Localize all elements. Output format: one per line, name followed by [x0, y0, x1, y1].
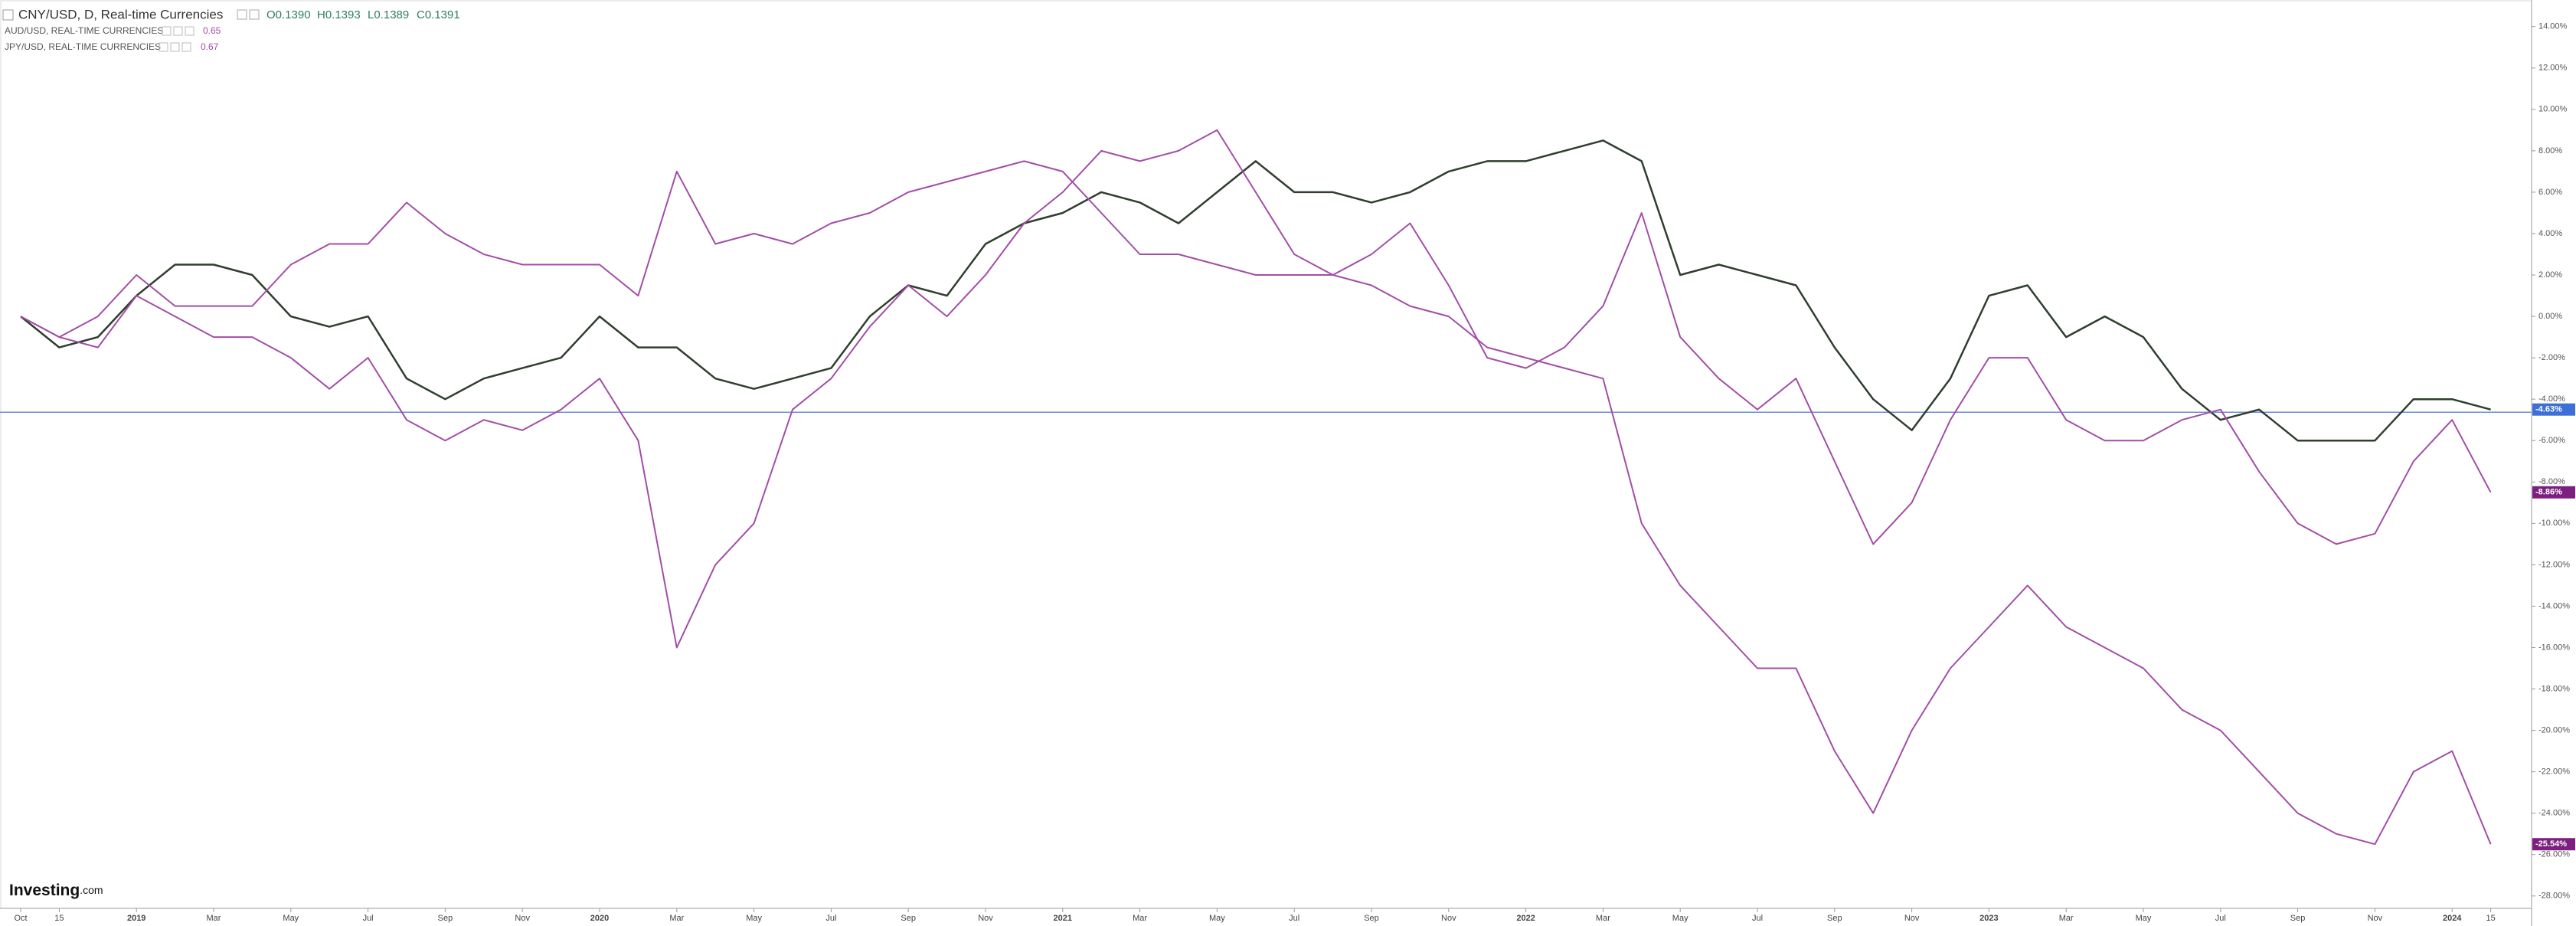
x-tick-label: Oct	[14, 914, 27, 923]
legend-value: 0.65	[203, 25, 221, 36]
x-tick-label: 15	[54, 914, 64, 923]
series-line	[20, 139, 2491, 442]
y-tick-label: 10.00%	[2538, 105, 2568, 114]
y-tick-label: -2.00%	[2538, 353, 2565, 362]
last-value-badge	[2532, 403, 2575, 416]
x-tick-label: Mar	[1133, 914, 1147, 923]
y-tick-label: -8.00%	[2538, 477, 2565, 486]
x-tick-label: Nov	[2368, 914, 2383, 923]
y-tick-label: 0.00%	[2538, 312, 2562, 321]
last-value-badge	[2532, 486, 2575, 499]
y-tick-label: -12.00%	[2538, 560, 2570, 569]
x-tick-label: 2020	[590, 914, 609, 923]
ohlc-close: C0.1391	[417, 8, 460, 21]
ohlc-low: L0.1389	[368, 8, 409, 21]
x-tick-label: Jul	[2215, 914, 2226, 923]
legend-icon[interactable]	[162, 26, 172, 36]
y-tick-label: -18.00%	[2538, 684, 2570, 693]
main-title: CNY/USD, D, Real-time Currencies	[18, 7, 223, 21]
y-tick-label: 6.00%	[2538, 188, 2562, 197]
series-line	[20, 160, 2492, 846]
x-tick-label: 2022	[1516, 914, 1535, 923]
last-value-label: -8.86%	[2535, 488, 2562, 497]
y-tick-label: -16.00%	[2538, 643, 2570, 652]
close-icon[interactable]	[249, 9, 260, 20]
y-tick-label: 14.00%	[2538, 22, 2568, 31]
legend-value: 0.67	[201, 41, 219, 52]
x-tick-label: 2021	[1054, 914, 1072, 923]
y-tick-label: -6.00%	[2538, 436, 2565, 445]
series-line	[20, 129, 2492, 649]
y-tick-label: -22.00%	[2538, 767, 2570, 777]
last-value-label: -25.54%	[2535, 839, 2567, 849]
y-tick-label: 8.00%	[2538, 146, 2562, 155]
collapse-icon[interactable]	[2, 9, 14, 21]
x-tick-label: Nov	[515, 914, 530, 923]
legend-label: AUD/USD, REAL-TIME CURRENCIES	[5, 25, 163, 36]
y-tick-label: -24.00%	[2538, 809, 2570, 818]
y-tick-label: 2.00%	[2538, 270, 2562, 280]
legend: CNY/USD, D, Real-time Currencies O0.1390…	[2, 7, 460, 52]
x-tick-label: Sep	[2290, 914, 2306, 923]
x-tick-label: May	[283, 914, 299, 923]
x-tick-label: May	[1672, 914, 1688, 923]
x-tick-label: 2023	[1979, 914, 1998, 923]
x-tick-label: May	[1209, 914, 1225, 923]
x-tick-label: Mar	[1596, 914, 1610, 923]
x-tick-label: Sep	[1364, 914, 1379, 923]
x-tick-label: 2024	[2443, 914, 2462, 923]
x-tick-label: May	[746, 914, 762, 923]
legend-label: JPY/USD, REAL-TIME CURRENCIES	[5, 41, 161, 52]
x-tick-label: Nov	[978, 914, 993, 923]
last-value-badge	[2532, 838, 2575, 851]
x-tick-label: Nov	[1441, 914, 1456, 923]
y-tick-label: -26.00%	[2538, 850, 2570, 859]
x-tick-label: Sep	[901, 914, 916, 923]
x-tick-label: 15	[2486, 914, 2495, 923]
watermark-brand: Investing	[9, 882, 80, 899]
x-tick-label: Nov	[1904, 914, 1920, 923]
y-tick-label: 12.00%	[2538, 64, 2568, 73]
x-tick-label: Jul	[363, 914, 374, 923]
last-value-label: -4.63%	[2535, 405, 2562, 414]
watermark-domain: .com	[80, 884, 103, 896]
y-tick-label: -4.00%	[2538, 394, 2565, 404]
ohlc-high: H0.1393	[317, 8, 361, 21]
legend-icon[interactable]	[159, 42, 168, 52]
x-tick-label: Jul	[1289, 914, 1299, 923]
y-tick-label: 4.00%	[2538, 229, 2562, 238]
x-tick-label: May	[2136, 914, 2152, 923]
x-tick-label: Jul	[825, 914, 836, 923]
legend-icon[interactable]	[170, 42, 180, 52]
x-tick-label: Mar	[207, 914, 221, 923]
x-tick-label: Jul	[1752, 914, 1763, 923]
x-tick-label: Mar	[2059, 914, 2074, 923]
settings-icon[interactable]	[237, 9, 247, 20]
legend-icon[interactable]	[173, 26, 183, 36]
x-tick-label: Sep	[438, 914, 453, 923]
x-tick-label: Sep	[1827, 914, 1842, 923]
watermark: Investing.com	[9, 882, 103, 899]
y-tick-label: -28.00%	[2538, 892, 2570, 901]
legend-icon[interactable]	[185, 26, 195, 36]
x-tick-label: 2019	[127, 914, 145, 923]
x-tick-label: Mar	[669, 914, 684, 923]
ohlc-open: O0.1390	[266, 8, 311, 21]
legend-icon[interactable]	[181, 42, 191, 52]
y-tick-label: -10.00%	[2538, 519, 2570, 528]
y-tick-label: -14.00%	[2538, 601, 2570, 610]
y-tick-label: -20.00%	[2538, 725, 2570, 735]
